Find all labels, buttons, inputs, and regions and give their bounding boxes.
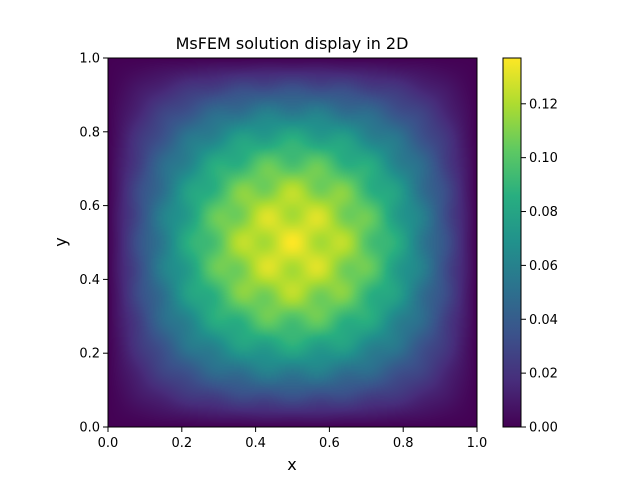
colorbar-tick-label: 0.00 [529, 421, 558, 436]
y-tick-label: 0.2 [79, 347, 100, 362]
x-axis-label: x [287, 455, 296, 474]
x-tick-label: 0.2 [171, 436, 192, 451]
colorbar-tick-label: 0.06 [529, 259, 558, 274]
y-tick-label: 0.0 [79, 421, 100, 436]
y-tick-label: 1.0 [79, 52, 100, 67]
x-tick-label: 1.0 [467, 436, 488, 451]
colorbar-tick-label: 0.04 [529, 313, 558, 328]
y-axis-label: y [51, 237, 70, 246]
heatmap-plot [108, 58, 477, 427]
chart-title: MsFEM solution display in 2D [176, 34, 409, 53]
colorbar-tick-label: 0.08 [529, 205, 558, 220]
x-tick-label: 0.6 [319, 436, 340, 451]
colorbar-axis: 0.00 0.02 0.04 0.06 0.08 0.10 0.12 [521, 97, 558, 436]
y-tick-label: 0.4 [79, 273, 100, 288]
x-tick-label: 0.0 [98, 436, 119, 451]
colorbar-tick-label: 0.12 [529, 97, 558, 112]
x-tick-label: 0.8 [393, 436, 414, 451]
colorbar-tick-label: 0.02 [529, 367, 558, 382]
y-tick-label: 0.6 [79, 199, 100, 214]
x-tick-label: 0.4 [245, 436, 266, 451]
heatmap-canvas [108, 58, 477, 427]
colorbar-tick-label: 0.10 [529, 151, 558, 166]
plot-frame [107, 57, 478, 428]
x-axis: 0.0 0.2 0.4 0.6 0.8 1.0 [98, 427, 488, 451]
y-axis: 0.0 0.2 0.4 0.6 0.8 1.0 [79, 52, 108, 436]
y-tick-label: 0.8 [79, 125, 100, 140]
colorbar [502, 57, 522, 428]
